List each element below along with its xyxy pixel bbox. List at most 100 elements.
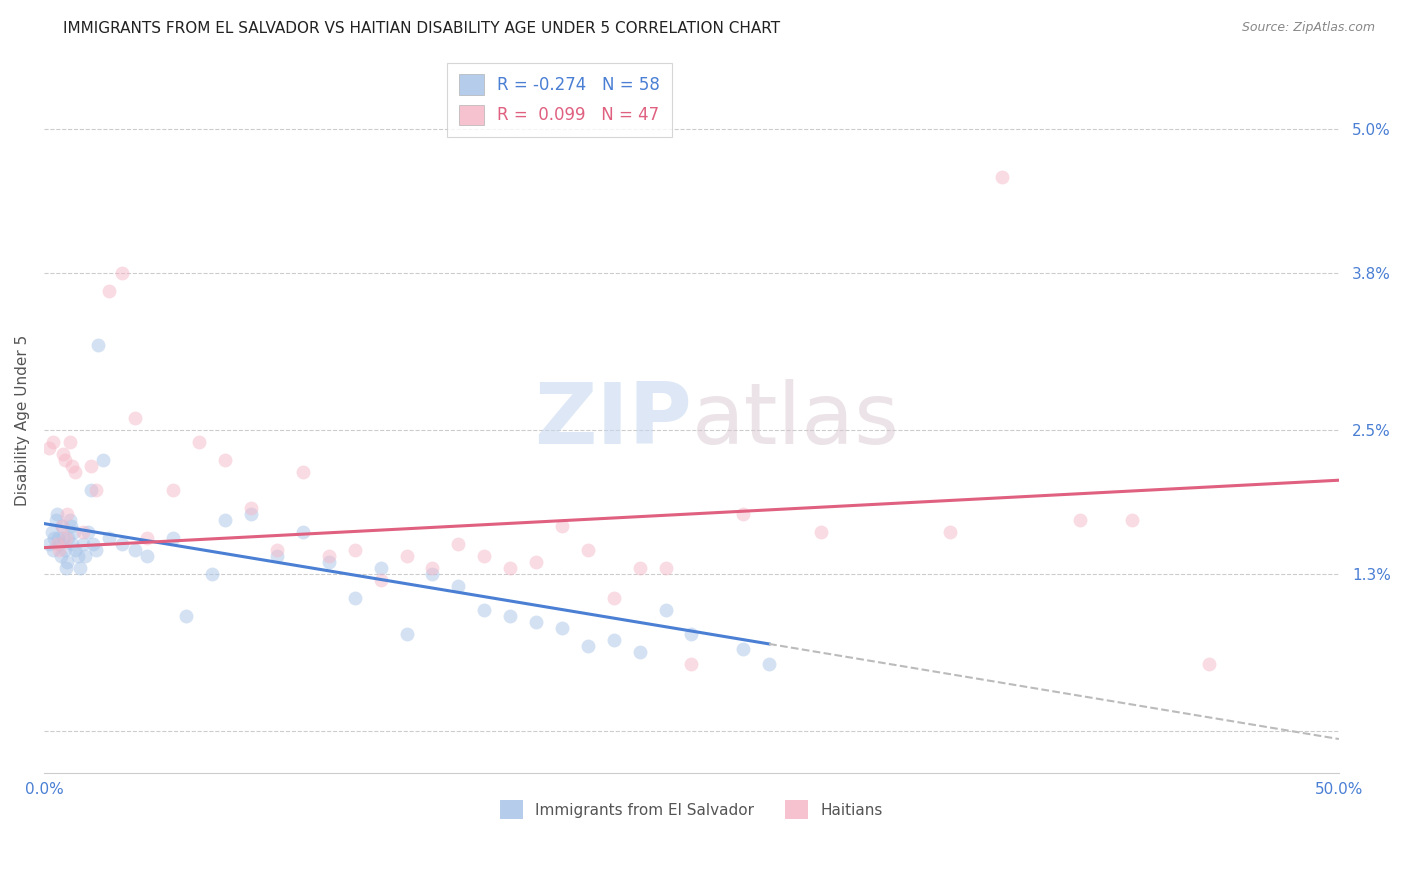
Point	[46, 531, 69, 545]
Point	[240, 500, 263, 515]
Point	[291, 465, 314, 479]
Point	[1121, 513, 1143, 527]
Point	[758, 657, 780, 672]
Point	[84, 543, 107, 558]
Point	[79, 483, 101, 497]
Point	[72, 537, 94, 551]
Point	[60, 537, 83, 551]
Point	[55, 561, 77, 575]
Point	[395, 627, 418, 641]
Point	[38, 537, 60, 551]
Point	[93, 452, 115, 467]
Point	[110, 537, 132, 551]
Point	[124, 410, 146, 425]
Point	[422, 561, 444, 575]
Point	[343, 591, 366, 606]
Point	[162, 531, 184, 545]
Point	[524, 555, 547, 569]
Point	[681, 657, 703, 672]
Point	[62, 524, 84, 539]
Point	[56, 555, 79, 569]
Point	[41, 524, 63, 539]
Text: IMMIGRANTS FROM EL SALVADOR VS HAITIAN DISABILITY AGE UNDER 5 CORRELATION CHART: IMMIGRANTS FROM EL SALVADOR VS HAITIAN D…	[63, 21, 780, 36]
Point	[370, 561, 392, 575]
Point	[162, 483, 184, 497]
Point	[77, 524, 100, 539]
Point	[472, 603, 495, 617]
Point	[343, 543, 366, 558]
Point	[52, 447, 75, 461]
Point	[75, 549, 97, 563]
Point	[56, 507, 79, 521]
Point	[214, 513, 236, 527]
Point	[524, 615, 547, 630]
Point	[551, 621, 574, 635]
Point	[38, 441, 60, 455]
Point	[136, 549, 159, 563]
Legend: Immigrants from El Salvador, Haitians: Immigrants from El Salvador, Haitians	[494, 794, 889, 825]
Point	[72, 524, 94, 539]
Point	[59, 513, 82, 527]
Point	[66, 549, 89, 563]
Point	[59, 434, 82, 449]
Point	[733, 507, 755, 521]
Point	[499, 561, 522, 575]
Point	[48, 543, 70, 558]
Point	[395, 549, 418, 563]
Point	[60, 519, 83, 533]
Point	[654, 561, 676, 575]
Point	[240, 507, 263, 521]
Point	[63, 543, 86, 558]
Point	[576, 543, 599, 558]
Point	[654, 603, 676, 617]
Point	[87, 338, 110, 352]
Point	[1069, 513, 1091, 527]
Point	[55, 531, 77, 545]
Y-axis label: Disability Age Under 5: Disability Age Under 5	[15, 335, 30, 507]
Point	[1198, 657, 1220, 672]
Point	[82, 537, 104, 551]
Point	[551, 519, 574, 533]
Text: ZIP: ZIP	[534, 379, 692, 462]
Point	[602, 591, 624, 606]
Text: atlas: atlas	[692, 379, 900, 462]
Point	[291, 524, 314, 539]
Point	[44, 531, 66, 545]
Point	[49, 549, 72, 563]
Point	[53, 452, 76, 467]
Point	[97, 284, 120, 298]
Point	[422, 567, 444, 582]
Point	[602, 633, 624, 648]
Point	[733, 641, 755, 656]
Point	[45, 537, 67, 551]
Point	[318, 555, 340, 569]
Point	[110, 266, 132, 280]
Point	[51, 519, 73, 533]
Point	[42, 434, 65, 449]
Point	[60, 458, 83, 473]
Point	[58, 531, 80, 545]
Point	[45, 513, 67, 527]
Point	[266, 543, 288, 558]
Point	[63, 465, 86, 479]
Point	[576, 640, 599, 654]
Point	[370, 573, 392, 587]
Point	[447, 537, 470, 551]
Point	[124, 543, 146, 558]
Point	[136, 531, 159, 545]
Point	[52, 531, 75, 545]
Point	[97, 531, 120, 545]
Point	[628, 645, 651, 659]
Point	[681, 627, 703, 641]
Point	[214, 452, 236, 467]
Point	[51, 519, 73, 533]
Point	[53, 543, 76, 558]
Point	[266, 549, 288, 563]
Point	[318, 549, 340, 563]
Point	[48, 537, 70, 551]
Point	[991, 169, 1014, 184]
Text: Source: ZipAtlas.com: Source: ZipAtlas.com	[1241, 21, 1375, 34]
Point	[188, 434, 211, 449]
Point	[79, 458, 101, 473]
Point	[176, 609, 198, 624]
